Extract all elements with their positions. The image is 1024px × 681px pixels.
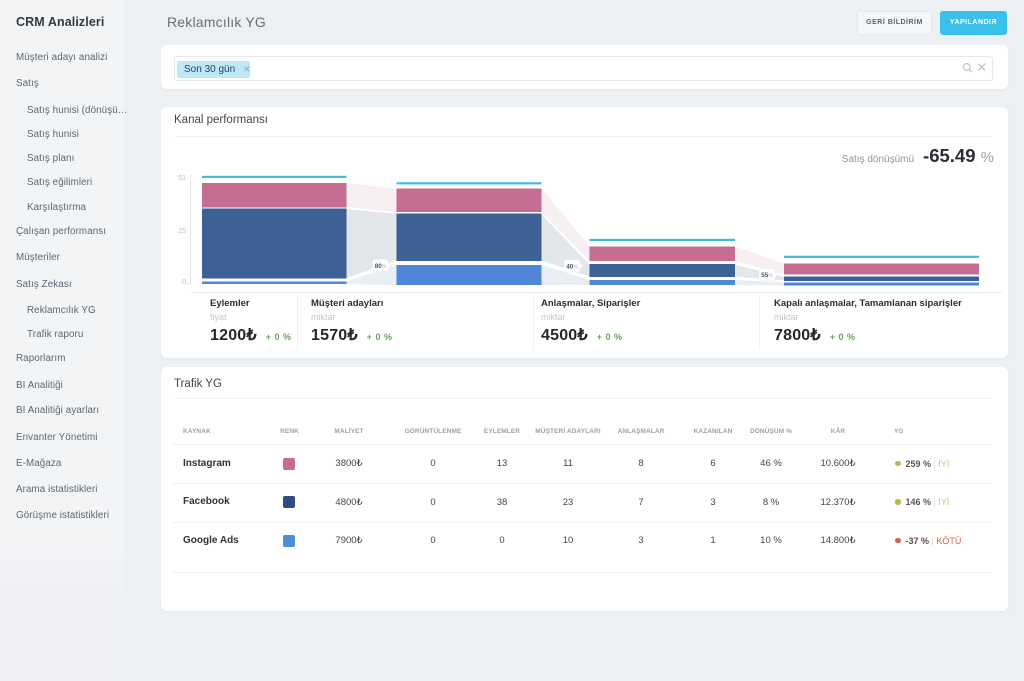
svg-text:51: 51 xyxy=(178,175,186,182)
svg-text:0: 0 xyxy=(182,279,186,286)
svg-text:25: 25 xyxy=(178,228,186,235)
svg-text:40%: 40% xyxy=(566,263,578,270)
svg-text:55%: 55% xyxy=(761,272,773,279)
svg-text:80%: 80% xyxy=(375,263,387,270)
